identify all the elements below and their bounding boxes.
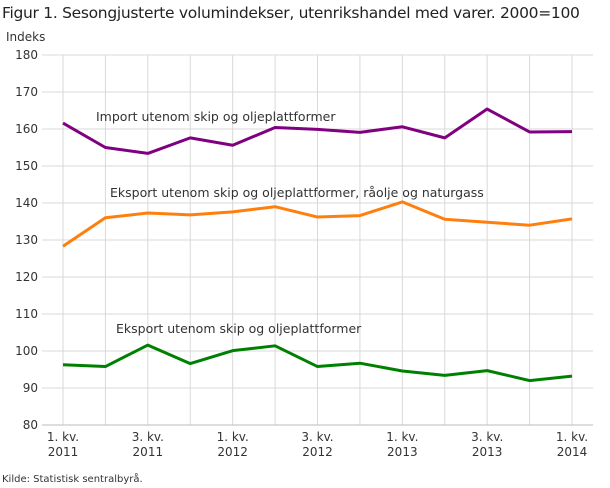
x-tick-label: 2013: [387, 445, 418, 459]
y-tick-label: 150: [15, 159, 38, 173]
x-tick-label: 2013: [472, 445, 503, 459]
x-tick-label: 1. kv.: [386, 430, 418, 444]
series-label-0: Import utenom skip og oljeplattformer: [96, 109, 336, 124]
x-tick-label: 1. kv.: [47, 430, 79, 444]
y-axis-label: Indeks: [6, 30, 45, 44]
y-tick-label: 90: [23, 381, 38, 395]
chart-title: Figur 1. Sesongjusterte volumindekser, u…: [2, 4, 580, 22]
x-tick-label: 1. kv.: [217, 430, 249, 444]
y-tick-label: 140: [15, 196, 38, 210]
series-label-1: Eksport utenom skip og oljeplattformer, …: [110, 185, 484, 200]
series-line-0: [62, 107, 573, 155]
source-note: Kilde: Statistisk sentralbyrå.: [2, 474, 143, 485]
series-line-2: [62, 343, 573, 383]
x-tick-label: 1. kv.: [556, 430, 588, 444]
x-tick-label: 2012: [217, 445, 248, 459]
y-tick-label: 100: [15, 344, 38, 358]
y-tick-label: 170: [15, 85, 38, 99]
x-tick-label: 2011: [48, 445, 79, 459]
y-tick-label: 130: [15, 233, 38, 247]
y-tick-label: 80: [23, 418, 38, 432]
x-tick-label: 3. kv.: [301, 430, 333, 444]
series-line-1: [62, 200, 573, 248]
x-tick-label: 2011: [133, 445, 164, 459]
y-tick-label: 120: [15, 270, 38, 284]
x-tick-label: 3. kv.: [471, 430, 503, 444]
x-tick-label: 2012: [302, 445, 333, 459]
series-label-2: Eksport utenom skip og oljeplattformer: [116, 321, 362, 336]
y-tick-label: 110: [15, 307, 38, 321]
y-tick-label: 160: [15, 122, 38, 136]
x-tick-label: 3. kv.: [132, 430, 164, 444]
x-tick-label: 2014: [557, 445, 588, 459]
y-tick-label: 180: [15, 48, 38, 62]
